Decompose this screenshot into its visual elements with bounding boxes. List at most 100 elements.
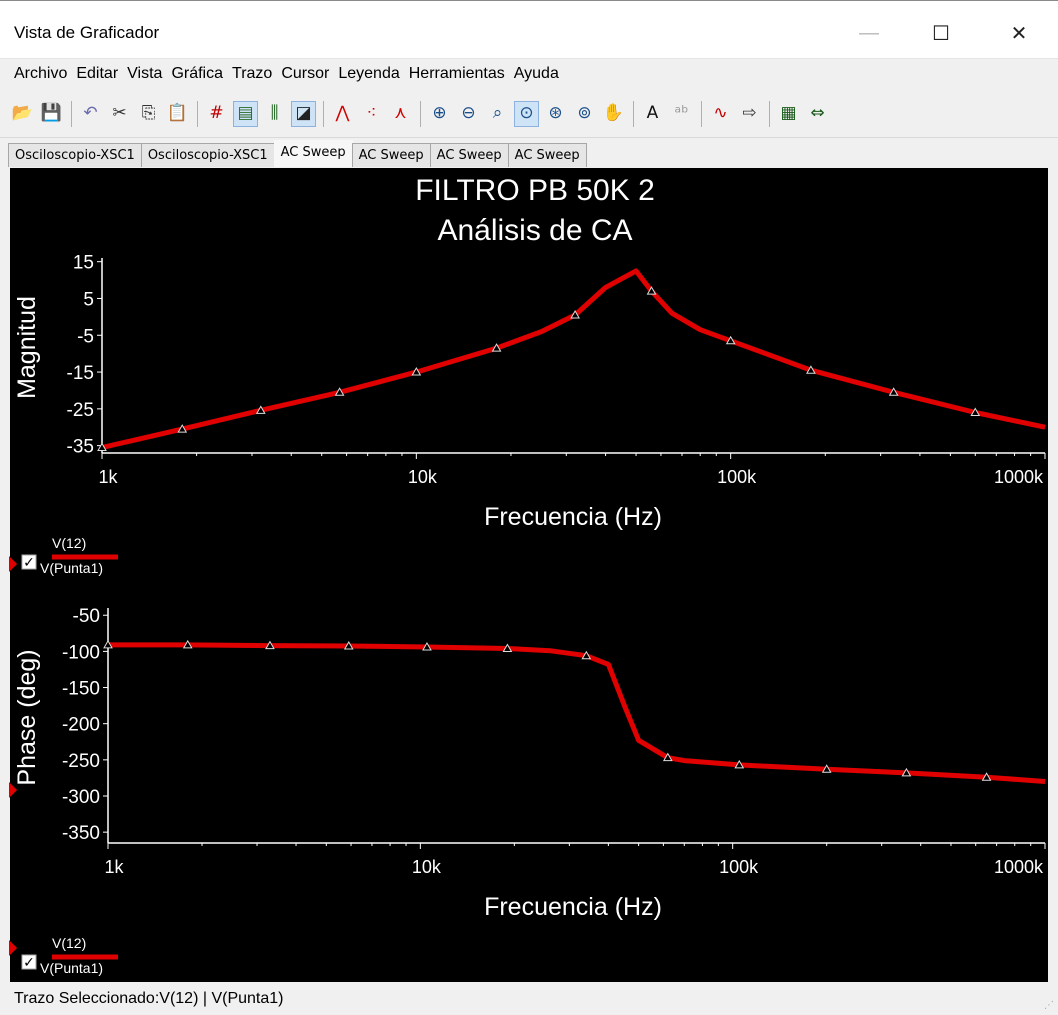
- y-tick-label: -200: [62, 715, 100, 736]
- pan-icon[interactable]: ✋: [601, 101, 626, 127]
- y-axis-label: Phase (deg): [13, 649, 41, 785]
- trace-marker-1: [9, 556, 17, 572]
- series-line: [108, 645, 1045, 782]
- chart-title: FILTRO PB 50K 2: [415, 174, 655, 207]
- legend-entry-1: V(12): [52, 535, 86, 551]
- undo-icon[interactable]: ↶: [78, 101, 103, 127]
- window-titlebar: Vista de Graficador — ☐ ✕: [0, 0, 1058, 58]
- x-tick-label: 1k: [104, 857, 124, 877]
- toolbar-separator: [323, 101, 324, 127]
- text-icon[interactable]: A: [640, 101, 665, 127]
- x-axis-label: Frecuencia (Hz): [484, 893, 662, 921]
- y-tick-label: -5: [77, 326, 94, 347]
- zoom-y-icon[interactable]: ⊚: [572, 101, 597, 127]
- toolbar-separator: [420, 101, 421, 127]
- y-tick-label: -35: [67, 437, 94, 458]
- y-tick-label: -150: [62, 679, 100, 700]
- tab-ac-sweep-1[interactable]: AC Sweep: [274, 140, 353, 167]
- line-dots-icon[interactable]: ⋏: [388, 101, 413, 127]
- minimize-button[interactable]: —: [846, 15, 892, 51]
- y-tick-label: -350: [62, 823, 100, 844]
- x-tick-label: 100k: [717, 467, 757, 487]
- trace-marker-2: [9, 782, 17, 798]
- y-tick-label: -25: [67, 400, 94, 421]
- legend-icon[interactable]: ▤: [233, 101, 258, 127]
- x-tick-label: 1k: [98, 467, 118, 487]
- menu-leyenda[interactable]: Leyenda: [338, 65, 399, 83]
- y-tick-label: 5: [83, 289, 94, 310]
- menu-bar: Archivo Editar Vista Gráfica Trazo Curso…: [0, 58, 1058, 88]
- y-tick-label: -100: [62, 642, 100, 663]
- label-icon[interactable]: ᵃᵇ: [669, 101, 694, 127]
- status-bar: Trazo Seleccionado:V(12) | V(Punta1) ⋰: [0, 982, 1058, 1015]
- status-text: Trazo Seleccionado:V(12) | V(Punta1): [14, 990, 283, 1008]
- tab-osciloscopio-1[interactable]: Osciloscopio-XSC1: [8, 143, 142, 167]
- plots-svg[interactable]: FILTRO PB 50K 2 Análisis de CA 15 5 -5 -15 -25…: [10, 168, 1048, 982]
- legend-check-icon: ✓: [23, 554, 35, 570]
- copy-icon[interactable]: ⎘: [136, 101, 161, 127]
- series-line: [102, 271, 1045, 448]
- grid-icon[interactable]: #: [204, 101, 229, 127]
- trace-marker-3: [9, 940, 17, 956]
- legend-entry-1: V(12): [52, 935, 86, 951]
- tab-ac-sweep-3[interactable]: AC Sweep: [430, 143, 509, 167]
- menu-editar[interactable]: Editar: [76, 65, 118, 83]
- dots-icon[interactable]: ⁖: [359, 101, 384, 127]
- window-title: Vista de Graficador: [14, 23, 159, 43]
- legend-check-icon: ✓: [23, 954, 35, 970]
- spreadsheet-icon[interactable]: ▦: [776, 101, 801, 127]
- line-style-icon[interactable]: ⋀: [330, 101, 355, 127]
- toolbar-separator: [701, 101, 702, 127]
- magnitude-chart: FILTRO PB 50K 2 Análisis de CA 15 5 -5 -15 -25…: [13, 174, 1045, 576]
- x-tick-label: 1000k: [994, 857, 1044, 877]
- cut-icon[interactable]: ✂: [107, 101, 132, 127]
- toolbar-separator: [769, 101, 770, 127]
- x-axis-label: Frecuencia (Hz): [484, 503, 662, 531]
- y-tick-label: -300: [62, 787, 100, 808]
- close-button[interactable]: ✕: [996, 15, 1042, 51]
- zoom-x-icon[interactable]: ⊛: [543, 101, 568, 127]
- trace-icon[interactable]: ∿: [708, 101, 733, 127]
- toolbar-separator: [197, 101, 198, 127]
- menu-archivo[interactable]: Archivo: [14, 65, 67, 83]
- zoom-out-icon[interactable]: ⊖: [456, 101, 481, 127]
- toolbar-separator: [633, 101, 634, 127]
- x-tick-label: 10k: [408, 467, 438, 487]
- phase-chart: -50 -100 -150 -200 -250 -300 -3501k 10k 100k 1000…: [13, 606, 1045, 976]
- tab-bar: Osciloscopio-XSC1 Osciloscopio-XSC1 AC S…: [0, 139, 1058, 167]
- chart-subtitle: Análisis de CA: [437, 214, 632, 247]
- overlay-icon[interactable]: ◪: [291, 101, 316, 127]
- cursors-icon[interactable]: ⫼: [262, 101, 287, 127]
- menu-vista[interactable]: Vista: [127, 65, 162, 83]
- zoom-in-icon[interactable]: ⊕: [427, 101, 452, 127]
- x-tick-label: 10k: [412, 857, 442, 877]
- menu-trazo[interactable]: Trazo: [232, 65, 272, 83]
- x-tick-label: 100k: [719, 857, 759, 877]
- menu-herramientas[interactable]: Herramientas: [409, 65, 505, 83]
- zoom-full-icon[interactable]: ⊙: [514, 101, 539, 127]
- merge-icon[interactable]: ⇔: [805, 101, 830, 127]
- toolbar-separator: [71, 101, 72, 127]
- tab-ac-sweep-2[interactable]: AC Sweep: [352, 143, 431, 167]
- export-icon[interactable]: ⇨: [737, 101, 762, 127]
- menu-cursor[interactable]: Cursor: [281, 65, 329, 83]
- open-icon[interactable]: 📂: [10, 101, 35, 127]
- tab-ac-sweep-4[interactable]: AC Sweep: [508, 143, 587, 167]
- y-tick-label: -50: [73, 606, 100, 627]
- plot-area[interactable]: FILTRO PB 50K 2 Análisis de CA 15 5 -5 -15 -25…: [10, 168, 1048, 982]
- paste-icon[interactable]: 📋: [165, 101, 190, 127]
- maximize-button[interactable]: ☐: [918, 15, 964, 51]
- zoom-area-icon[interactable]: ⌕: [485, 101, 510, 127]
- y-tick-label: -250: [62, 751, 100, 772]
- x-tick-label: 1000k: [994, 467, 1044, 487]
- y-axis-label: Magnitud: [13, 296, 41, 399]
- y-tick-label: -15: [67, 363, 94, 384]
- legend-entry-2: V(Punta1): [40, 960, 103, 976]
- tab-osciloscopio-2[interactable]: Osciloscopio-XSC1: [141, 143, 275, 167]
- menu-ayuda[interactable]: Ayuda: [514, 65, 559, 83]
- y-tick-label: 15: [73, 253, 94, 274]
- menu-grafica[interactable]: Gráfica: [171, 65, 223, 83]
- save-icon[interactable]: 💾: [39, 101, 64, 127]
- resize-grip-icon[interactable]: ⋰: [1044, 1000, 1054, 1011]
